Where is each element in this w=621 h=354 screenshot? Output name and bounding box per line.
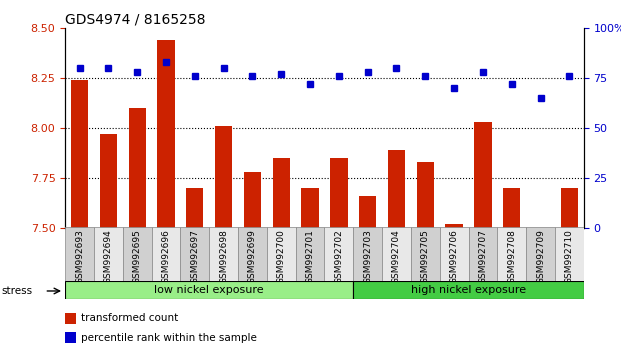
Bar xyxy=(94,227,123,281)
Bar xyxy=(181,227,209,281)
Bar xyxy=(65,227,94,281)
Text: GSM992708: GSM992708 xyxy=(507,229,516,284)
Bar xyxy=(503,188,520,228)
Text: GSM992705: GSM992705 xyxy=(421,229,430,284)
Bar xyxy=(388,150,405,228)
Text: GSM992703: GSM992703 xyxy=(363,229,372,284)
Bar xyxy=(273,158,290,228)
Text: GSM992695: GSM992695 xyxy=(133,229,142,284)
Text: GSM992699: GSM992699 xyxy=(248,229,257,284)
Bar xyxy=(359,196,376,228)
Text: GSM992706: GSM992706 xyxy=(450,229,458,284)
Bar xyxy=(330,158,348,228)
Bar xyxy=(497,227,526,281)
Bar xyxy=(71,80,88,228)
Text: GSM992710: GSM992710 xyxy=(565,229,574,284)
Bar xyxy=(100,134,117,228)
Bar xyxy=(129,108,146,228)
Bar xyxy=(417,162,434,228)
Bar xyxy=(301,188,319,228)
Bar xyxy=(215,126,232,228)
Text: high nickel exposure: high nickel exposure xyxy=(411,285,526,295)
Text: GSM992704: GSM992704 xyxy=(392,229,401,284)
Text: GSM992700: GSM992700 xyxy=(277,229,286,284)
Bar xyxy=(65,281,353,299)
Bar xyxy=(555,227,584,281)
Text: percentile rank within the sample: percentile rank within the sample xyxy=(81,333,256,343)
Text: GSM992702: GSM992702 xyxy=(334,229,343,284)
Bar xyxy=(445,224,463,228)
Bar xyxy=(382,227,411,281)
Bar xyxy=(353,227,382,281)
Text: GSM992694: GSM992694 xyxy=(104,229,113,284)
Text: GDS4974 / 8165258: GDS4974 / 8165258 xyxy=(65,12,206,27)
Bar xyxy=(209,227,238,281)
Text: GSM992709: GSM992709 xyxy=(536,229,545,284)
Bar xyxy=(244,172,261,228)
Text: GSM992697: GSM992697 xyxy=(191,229,199,284)
Text: low nickel exposure: low nickel exposure xyxy=(155,285,264,295)
Bar xyxy=(468,227,497,281)
Text: stress: stress xyxy=(1,286,32,296)
Bar xyxy=(123,227,152,281)
Bar xyxy=(526,227,555,281)
Bar xyxy=(296,227,324,281)
Bar xyxy=(411,227,440,281)
Text: transformed count: transformed count xyxy=(81,313,178,323)
Bar xyxy=(561,188,578,228)
Bar xyxy=(238,227,267,281)
Bar xyxy=(267,227,296,281)
Text: GSM992698: GSM992698 xyxy=(219,229,228,284)
Bar xyxy=(157,40,175,228)
Bar xyxy=(353,281,584,299)
Text: GSM992693: GSM992693 xyxy=(75,229,84,284)
Bar xyxy=(324,227,353,281)
Text: GSM992701: GSM992701 xyxy=(306,229,315,284)
Bar xyxy=(440,227,468,281)
Text: GSM992707: GSM992707 xyxy=(478,229,487,284)
Bar xyxy=(152,227,181,281)
Text: GSM992696: GSM992696 xyxy=(161,229,171,284)
Bar xyxy=(186,188,204,228)
Bar xyxy=(474,122,492,228)
